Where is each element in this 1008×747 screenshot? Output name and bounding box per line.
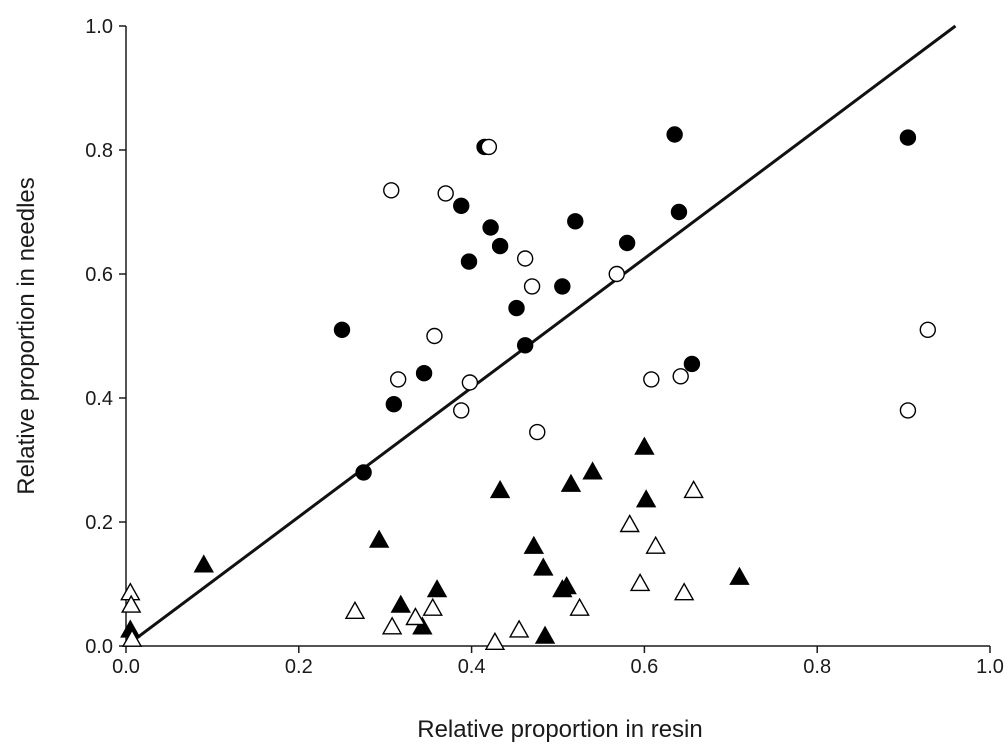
data-point-triangle bbox=[508, 619, 530, 638]
data-point-circle bbox=[460, 253, 478, 270]
data-point-triangle bbox=[390, 594, 411, 613]
data-point-circle bbox=[437, 185, 454, 202]
data-point-circle bbox=[383, 182, 400, 199]
data-point-circle bbox=[666, 126, 683, 143]
data-point-circle bbox=[389, 371, 407, 388]
data-point-triangle bbox=[381, 616, 403, 635]
data-point-circle bbox=[461, 374, 479, 391]
x-tick-label: 0.0 bbox=[112, 656, 140, 678]
data-point-circle bbox=[482, 219, 499, 236]
x-tick-label: 0.6 bbox=[630, 656, 658, 678]
data-point-circle bbox=[453, 402, 470, 419]
data-point-circle bbox=[670, 203, 688, 221]
data-point-circle bbox=[899, 129, 917, 146]
data-point-triangle bbox=[193, 554, 214, 573]
data-point-circle bbox=[608, 265, 625, 283]
data-point-triangle bbox=[484, 631, 506, 650]
y-tick-label: 0.8 bbox=[85, 140, 113, 162]
data-point-circle bbox=[491, 237, 509, 255]
axes bbox=[125, 26, 990, 647]
data-point-circle bbox=[523, 278, 541, 295]
data-point-triangle bbox=[582, 461, 603, 480]
data-point-triangle bbox=[412, 616, 433, 635]
reference-line bbox=[125, 24, 957, 648]
data-point-triangle bbox=[405, 607, 426, 626]
data-point-triangle bbox=[533, 557, 554, 576]
data-point-circle bbox=[567, 213, 584, 230]
data-point-triangle bbox=[683, 479, 704, 499]
data-point-triangle bbox=[534, 625, 556, 644]
data-point-circle bbox=[643, 371, 660, 388]
data-point-circle bbox=[529, 423, 546, 441]
data-point-circle bbox=[919, 321, 936, 338]
data-point-circle bbox=[516, 337, 534, 354]
data-point-circle bbox=[426, 327, 443, 345]
data-point-triangle bbox=[645, 535, 666, 554]
data-point-circle bbox=[415, 365, 433, 382]
data-point-circle bbox=[385, 396, 403, 413]
data-point-circle bbox=[899, 402, 917, 419]
y-axis-title: Relative proportion in needles bbox=[13, 177, 40, 495]
data-point-triangle bbox=[569, 597, 590, 616]
data-point-triangle bbox=[489, 479, 511, 499]
data-point-triangle bbox=[422, 597, 443, 616]
data-point-triangle bbox=[619, 514, 640, 533]
data-point-circle bbox=[453, 197, 470, 215]
data-point-triangle bbox=[629, 572, 651, 592]
y-tick-label: 0.4 bbox=[85, 388, 113, 410]
data-point-circle bbox=[554, 278, 571, 295]
data-point-circle bbox=[618, 234, 636, 252]
data-point-circle bbox=[516, 250, 534, 267]
y-ticks: 0.0 0.2 0.4 0.6 0.8 1.0 bbox=[85, 16, 126, 658]
y-tick-label: 0.6 bbox=[85, 264, 113, 286]
data-point-triangle bbox=[729, 566, 750, 585]
data-point-triangle bbox=[634, 436, 655, 455]
data-point-circle bbox=[672, 368, 689, 385]
x-tick-label: 0.2 bbox=[285, 656, 313, 678]
data-point-triangle bbox=[673, 582, 695, 601]
data-point-triangle bbox=[523, 535, 545, 554]
x-tick-label: 0.4 bbox=[458, 656, 486, 678]
x-ticks: 0.0 0.2 0.4 0.6 0.8 1.0 bbox=[112, 646, 1004, 678]
data-point-triangle bbox=[556, 576, 577, 595]
x-tick-label: 1.0 bbox=[976, 656, 1004, 678]
data-point-circle bbox=[333, 321, 351, 338]
data-point-circle bbox=[508, 299, 525, 317]
data-point-triangle bbox=[635, 489, 657, 508]
y-tick-label: 0.0 bbox=[85, 636, 113, 658]
data-point-triangle bbox=[120, 594, 142, 613]
data-point-triangle bbox=[368, 529, 390, 548]
data-point-triangle bbox=[426, 579, 448, 598]
data-points bbox=[120, 126, 936, 650]
data-point-triangle bbox=[560, 473, 582, 492]
data-point-circle bbox=[683, 355, 701, 373]
data-point-circle bbox=[355, 464, 372, 481]
data-point-triangle bbox=[121, 628, 143, 647]
data-point-circle bbox=[480, 138, 498, 156]
reference-line-group bbox=[125, 24, 957, 648]
y-tick-label: 1.0 bbox=[85, 16, 113, 38]
x-axis-title: Relative proportion in resin bbox=[417, 716, 702, 743]
y-tick-label: 0.2 bbox=[85, 512, 113, 534]
x-tick-label: 0.8 bbox=[803, 656, 831, 678]
data-point-triangle bbox=[344, 600, 366, 619]
